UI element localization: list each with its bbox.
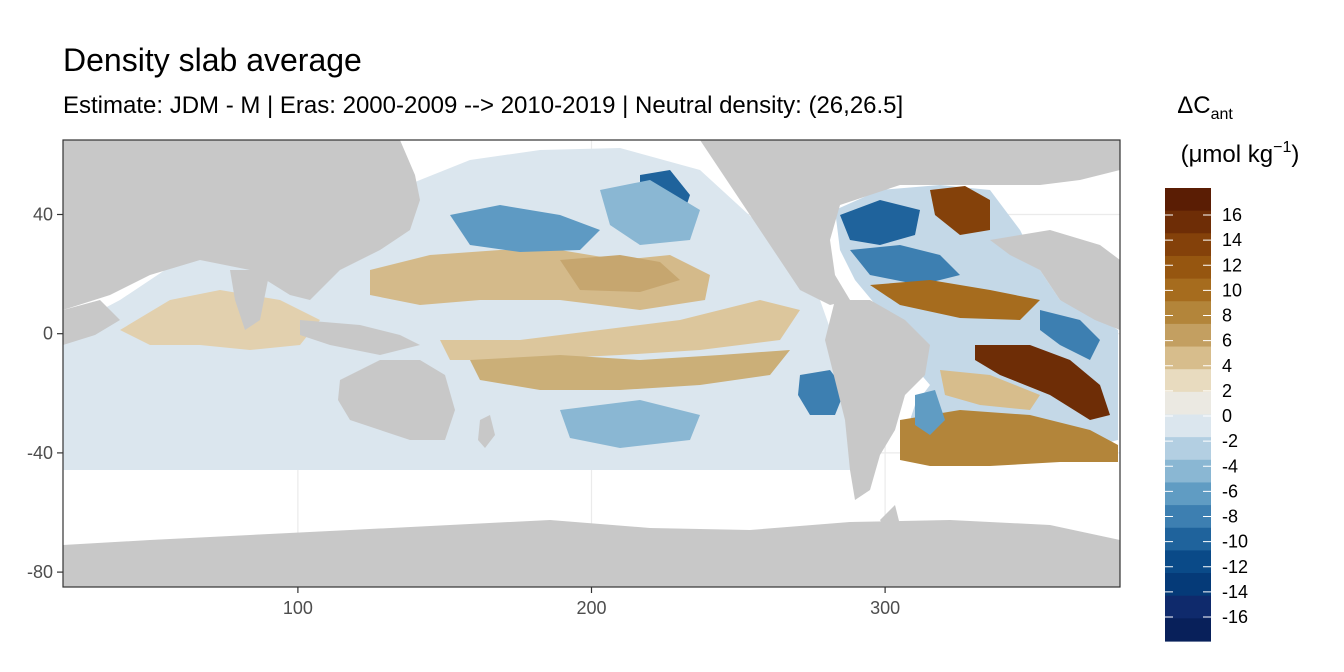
land-australia	[338, 360, 455, 440]
pacific-tan-band-equatorial	[440, 300, 800, 360]
north-pacific-blue-patch	[600, 180, 700, 245]
pacific-tan-band-east	[560, 255, 680, 292]
legend: ΔCant (μmol kg−1) 16 14 12 10 8 6 4 2 0 -2 -4 -6 -8 -…	[1165, 92, 1299, 642]
legend-label: -10	[1222, 532, 1248, 552]
colorbar-swatch	[1165, 414, 1211, 438]
land-north-america	[700, 140, 1120, 305]
colorbar-swatch	[1165, 301, 1211, 325]
chart-subtitle: Estimate: JDM - M | Eras: 2000-2009 --> …	[63, 92, 904, 119]
colorbar-swatch	[1165, 459, 1211, 484]
legend-label: -2	[1222, 431, 1238, 451]
colorbar-swatch	[1165, 550, 1211, 574]
legend-units-close: )	[1291, 141, 1299, 168]
y-tick-label: 0	[43, 324, 53, 344]
legend-units-sup: −1	[1273, 139, 1291, 156]
legend-label: 14	[1222, 230, 1242, 250]
x-tick-label: 300	[870, 598, 900, 618]
legend-label: 4	[1222, 356, 1232, 376]
colorbar-swatch	[1165, 482, 1211, 506]
legend-label: -6	[1222, 481, 1238, 501]
indian-tan-band	[120, 290, 320, 350]
legend-label: 2	[1222, 381, 1232, 401]
y-axis: 40 0 -40 -80	[27, 205, 63, 582]
legend-label: 8	[1222, 306, 1232, 326]
pacific-tan-band-south	[470, 350, 790, 390]
east-atlantic-blue	[1040, 310, 1100, 360]
south-pacific-blue-patch	[798, 370, 845, 415]
legend-title-sub: ant	[1211, 106, 1234, 123]
colorbar-swatch	[1165, 505, 1211, 529]
legend-label: -4	[1222, 456, 1238, 476]
land-new-zealand	[478, 415, 495, 448]
legend-units-open: (μmol kg	[1181, 141, 1274, 168]
tropical-atlantic-brown	[870, 280, 1040, 320]
colorbar-swatch	[1165, 527, 1211, 551]
map-layer	[63, 140, 1120, 587]
legend-label: -8	[1222, 507, 1238, 527]
south-atlantic-brown-band	[900, 410, 1118, 466]
legend-label: -12	[1222, 557, 1248, 577]
south-atlantic-dark-brown	[975, 345, 1110, 420]
legend-labels: 16 14 12 10 8 6 4 2 0 -2 -4 -6 -8 -10 -12 -14 -16	[1165, 205, 1248, 627]
colorbar-swatch	[1165, 595, 1211, 619]
legend-label: -16	[1222, 607, 1248, 627]
land-indonesia	[300, 320, 420, 355]
ocean-field	[63, 148, 1118, 470]
colorbar-swatch	[1165, 233, 1211, 257]
gulfstream-dark-blue	[840, 200, 920, 245]
y-tick-label: 40	[33, 205, 53, 225]
land-antarctica	[63, 520, 1120, 587]
y-tick-label: -80	[27, 562, 53, 582]
colorbar-swatch	[1165, 369, 1211, 393]
legend-label: 10	[1222, 280, 1242, 300]
north-atlantic-blue-band	[850, 245, 960, 285]
legend-units: (μmol kg−1)	[1181, 139, 1300, 168]
colorbar-swatch	[1165, 391, 1211, 416]
land-india	[230, 270, 270, 330]
land-eurasia	[63, 140, 420, 310]
colorbar-swatch	[1165, 255, 1211, 280]
colorbar-swatch	[1165, 323, 1211, 348]
land-masses	[63, 140, 1120, 587]
west-south-atlantic-blue	[915, 390, 945, 435]
colorbar-swatch	[1165, 618, 1211, 642]
chart-title: Density slab average	[63, 42, 362, 78]
colorbar-swatch	[1165, 210, 1211, 234]
south-indian-blue-patch	[560, 400, 700, 448]
x-axis: 100 200 300	[283, 587, 900, 618]
land-arabia	[63, 300, 120, 345]
legend-title-main: ΔC	[1177, 92, 1210, 119]
colorbar-swatch	[1165, 278, 1211, 302]
north-atlantic-brown-cap	[930, 186, 990, 235]
legend-label: 16	[1222, 205, 1242, 225]
y-tick-label: -40	[27, 443, 53, 463]
colorbar	[1165, 188, 1211, 642]
colorbar-swatch	[1165, 573, 1211, 597]
legend-title: ΔCant	[1177, 92, 1233, 123]
south-atlantic-tan	[940, 370, 1040, 410]
legend-label: 12	[1222, 255, 1242, 275]
legend-label: 0	[1222, 406, 1232, 426]
colorbar-swatch	[1165, 346, 1211, 370]
map-panel	[62, 139, 1121, 588]
colorbar-swatch	[1165, 437, 1211, 461]
colorbar-swatch	[1165, 188, 1211, 212]
legend-label: 6	[1222, 331, 1232, 351]
land-antarctic-peninsula	[880, 505, 900, 540]
legend-label: -14	[1222, 582, 1248, 602]
land-south-america	[825, 300, 930, 500]
x-tick-label: 200	[576, 598, 606, 618]
kuroshio-blue	[450, 205, 600, 252]
land-africa	[990, 230, 1120, 330]
x-tick-label: 100	[283, 598, 313, 618]
